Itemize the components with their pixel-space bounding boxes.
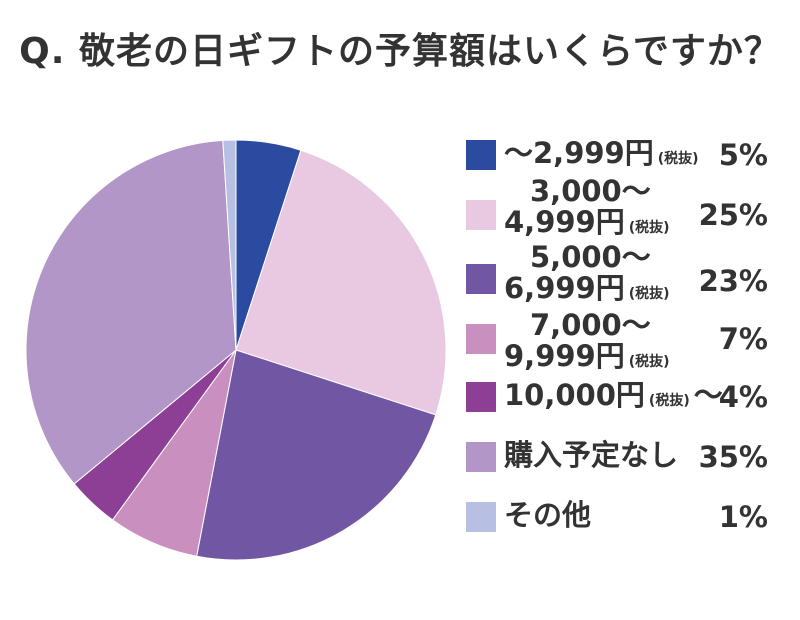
- legend-percent: 7%: [718, 322, 768, 356]
- legend-label-text: 購入予定なし: [504, 438, 679, 472]
- legend-item: その他 1%: [466, 500, 776, 560]
- legend-item: 〜2,999円 (税抜) 5%: [466, 138, 776, 200]
- legend-label-tax: (税抜): [628, 354, 670, 370]
- legend-label-tax: (税抜): [657, 151, 699, 167]
- legend-swatch: [466, 324, 496, 354]
- legend-label-text: 〜: [693, 378, 723, 412]
- legend-percent: 4%: [718, 380, 768, 414]
- legend-label: 5,000〜 6,999円 (税抜): [504, 240, 670, 310]
- legend-swatch: [466, 200, 496, 230]
- legend-label: 〜2,999円 (税抜): [504, 138, 699, 175]
- legend-label-text: 9,999円: [504, 339, 625, 373]
- legend-percent: 1%: [718, 500, 768, 534]
- legend-label-text: 3,000〜: [530, 174, 651, 208]
- legend-swatch: [466, 442, 496, 472]
- legend-item: 購入予定なし 35%: [466, 440, 776, 500]
- pie-slice: [235, 149, 447, 416]
- legend-label: 10,000円 (税抜) 〜: [504, 380, 723, 417]
- legend-label: 3,000〜 4,999円 (税抜): [504, 174, 670, 244]
- pie-slice: [25, 139, 237, 485]
- legend-percent: 25%: [698, 198, 768, 232]
- legend-swatch: [466, 382, 496, 412]
- legend-label-text: 〜2,999円: [504, 136, 654, 170]
- legend-label-text: 4,999円: [504, 205, 625, 239]
- legend-label-tax: (税抜): [648, 393, 690, 409]
- legend-item: 10,000円 (税抜) 〜 4%: [466, 380, 776, 440]
- legend-percent: 35%: [698, 440, 768, 474]
- chart-title: Q. 敬老の日ギフトの予算額はいくらですか？: [19, 31, 781, 72]
- legend-item: 5,000〜 6,999円 (税抜) 23%: [466, 242, 776, 306]
- legend-label: その他: [504, 500, 591, 531]
- legend-label: 購入予定なし: [504, 440, 678, 471]
- legend-label: 7,000〜 9,999円 (税抜): [504, 308, 670, 378]
- legend-label-text: 6,999円: [504, 271, 625, 305]
- legend-label-text: その他: [504, 498, 592, 532]
- pie-slice: [196, 349, 437, 561]
- legend-percent: 5%: [718, 138, 768, 172]
- legend-label-text: 5,000〜: [530, 240, 651, 274]
- legend-item: 3,000〜 4,999円 (税抜) 25%: [466, 176, 776, 240]
- legend-percent: 23%: [698, 264, 768, 298]
- legend-label-text: 10,000円: [504, 378, 645, 412]
- pie-slice: [222, 139, 237, 351]
- legend-swatch: [466, 264, 496, 294]
- legend-label-text: 7,000〜: [530, 308, 651, 342]
- legend-item: 7,000〜 9,999円 (税抜) 7%: [466, 310, 776, 372]
- legend-label-tax: (税抜): [628, 220, 670, 236]
- legend-label-tax: (税抜): [628, 286, 670, 302]
- legend-swatch: [466, 140, 496, 170]
- legend-swatch: [466, 502, 496, 532]
